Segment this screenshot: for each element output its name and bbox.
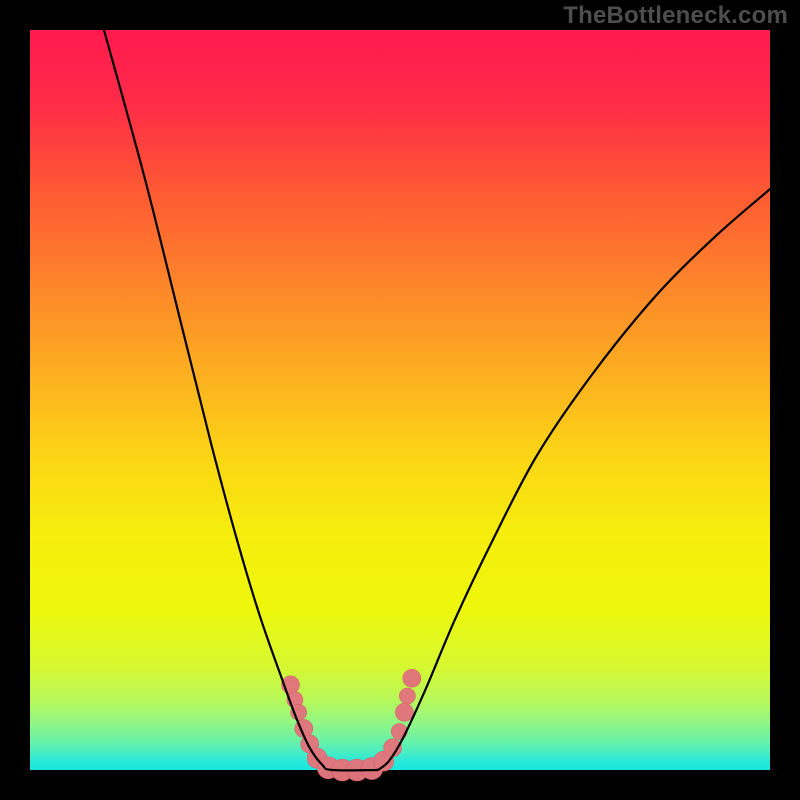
chain-bead [391,724,407,740]
chain-bead [399,688,415,704]
watermark-text: TheBottleneck.com [563,2,788,30]
chain-bead [403,669,421,687]
plot-area-gradient [30,30,770,770]
chart-svg [0,0,800,800]
chart-stage: TheBottleneck.com [0,0,800,800]
chain-bead [395,703,413,721]
